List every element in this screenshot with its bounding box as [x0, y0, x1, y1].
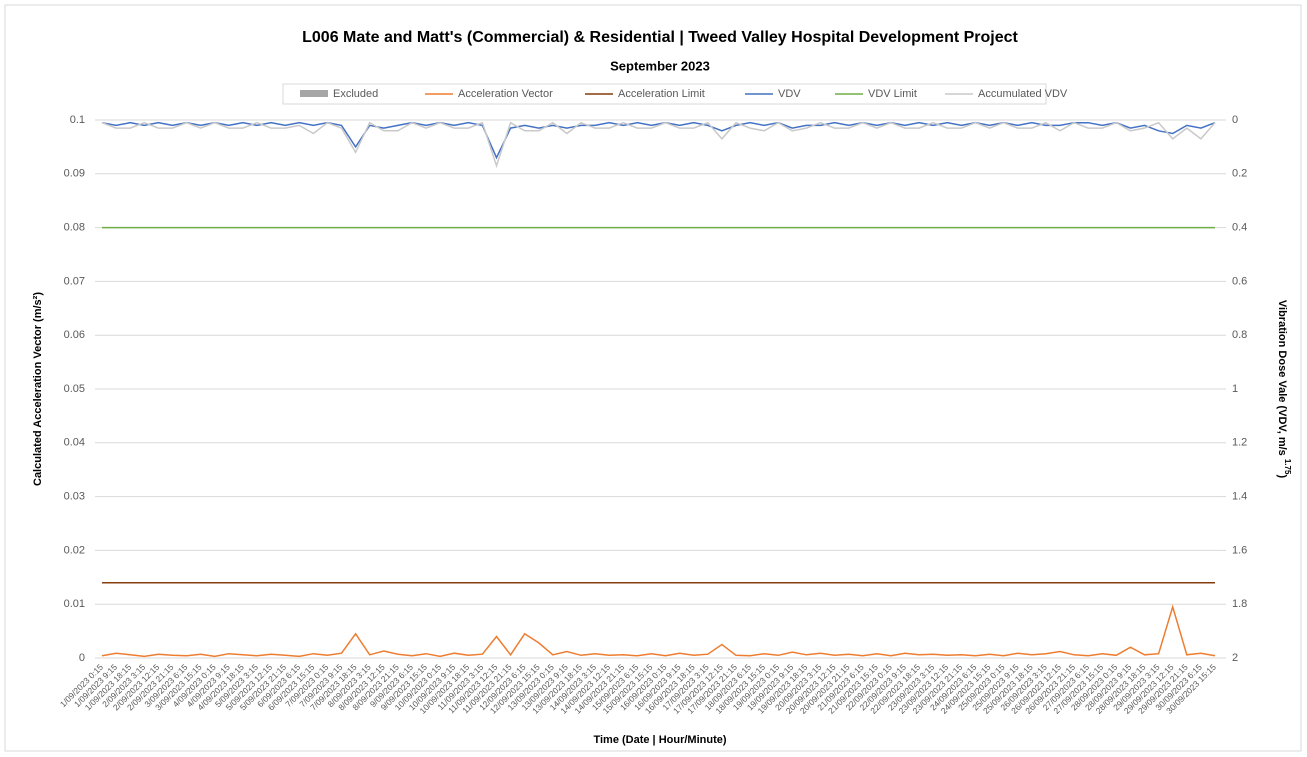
series-line: [101, 604, 1216, 658]
chart-subtitle: September 2023: [610, 58, 710, 73]
y2-axis-title-end: ): [1276, 474, 1288, 478]
y2-tick-label: 0: [1232, 114, 1238, 126]
y-tick-label: 0: [79, 652, 85, 664]
y2-tick-label: 1.2: [1232, 437, 1247, 449]
y-tick-label: 0.04: [64, 437, 85, 449]
y2-tick-label: 1: [1232, 383, 1238, 395]
y2-tick-label: 2: [1232, 652, 1238, 664]
y-tick-label: 0.02: [64, 544, 85, 556]
y2-axis-title: Vibration Dose Vale (VDV, m/s 1.75): [1276, 300, 1292, 479]
y2-tick-label: 0.8: [1232, 329, 1247, 341]
y-tick-label: 0.06: [64, 329, 85, 341]
series-line: [101, 121, 1216, 169]
legend-label: Acceleration Vector: [458, 88, 553, 100]
y-axis-title: Calculated Acceleration Vector (m/s²): [32, 292, 44, 486]
y2-tick-label: 1.6: [1232, 544, 1247, 556]
legend-swatch: [300, 90, 328, 97]
y-tick-label: 0.07: [64, 275, 85, 287]
y-tick-label: 0.01: [64, 598, 85, 610]
y-tick-label: 0.08: [64, 222, 85, 234]
legend-label: Excluded: [333, 88, 378, 100]
chart-frame: [4, 4, 1302, 752]
legend-box: [282, 83, 1047, 105]
x-axis-title: Time (Date | Hour/Minute): [593, 734, 726, 746]
y-tick-label: 0.05: [64, 383, 85, 395]
y2-tick-label: 0.2: [1232, 168, 1247, 180]
chart-title: L006 Mate and Matt's (Commercial) & Resi…: [302, 29, 1018, 46]
y2-axis-title-main: Vibration Dose Vale (VDV, m/s: [1276, 300, 1288, 456]
legend-label: VDV Limit: [868, 88, 917, 100]
legend-label: Accumulated VDV: [978, 88, 1068, 100]
y-tick-label: 0.1: [70, 114, 85, 126]
y2-tick-label: 0.4: [1232, 222, 1247, 234]
y2-tick-label: 1.8: [1232, 598, 1247, 610]
series-line: [101, 121, 1216, 160]
legend-label: Acceleration Limit: [618, 88, 705, 100]
legend-label: VDV: [778, 88, 801, 100]
y-tick-label: 0.03: [64, 491, 85, 503]
y2-tick-label: 1.4: [1232, 491, 1247, 503]
y2-axis-title-sup: 1.75: [1283, 459, 1292, 475]
y2-tick-label: 0.6: [1232, 275, 1247, 287]
y-tick-label: 0.09: [64, 168, 85, 180]
